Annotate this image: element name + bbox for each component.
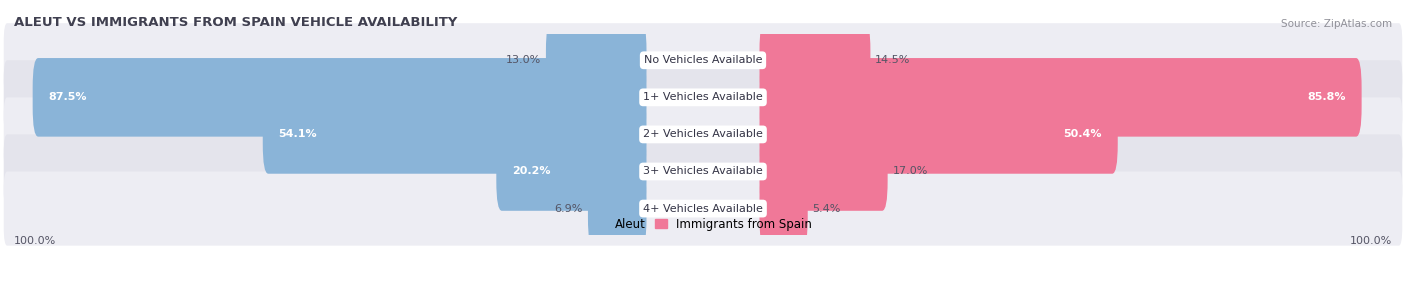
- Text: 1+ Vehicles Available: 1+ Vehicles Available: [643, 92, 763, 102]
- Text: 14.5%: 14.5%: [875, 55, 911, 65]
- FancyBboxPatch shape: [759, 132, 887, 211]
- Text: 17.0%: 17.0%: [893, 166, 928, 176]
- Text: 50.4%: 50.4%: [1063, 130, 1102, 139]
- FancyBboxPatch shape: [759, 21, 870, 100]
- FancyBboxPatch shape: [4, 23, 1402, 97]
- Text: Source: ZipAtlas.com: Source: ZipAtlas.com: [1281, 19, 1392, 29]
- FancyBboxPatch shape: [759, 169, 807, 248]
- Text: 2+ Vehicles Available: 2+ Vehicles Available: [643, 130, 763, 139]
- FancyBboxPatch shape: [4, 97, 1402, 172]
- Text: 6.9%: 6.9%: [555, 204, 583, 214]
- FancyBboxPatch shape: [759, 95, 1118, 174]
- FancyBboxPatch shape: [759, 58, 1361, 137]
- FancyBboxPatch shape: [496, 132, 647, 211]
- Text: 13.0%: 13.0%: [506, 55, 541, 65]
- Text: 87.5%: 87.5%: [48, 92, 87, 102]
- Text: 100.0%: 100.0%: [1350, 236, 1392, 246]
- FancyBboxPatch shape: [546, 21, 647, 100]
- Text: ALEUT VS IMMIGRANTS FROM SPAIN VEHICLE AVAILABILITY: ALEUT VS IMMIGRANTS FROM SPAIN VEHICLE A…: [14, 16, 457, 29]
- Text: No Vehicles Available: No Vehicles Available: [644, 55, 762, 65]
- Text: 100.0%: 100.0%: [14, 236, 56, 246]
- Text: 3+ Vehicles Available: 3+ Vehicles Available: [643, 166, 763, 176]
- Text: 4+ Vehicles Available: 4+ Vehicles Available: [643, 204, 763, 214]
- FancyBboxPatch shape: [4, 172, 1402, 246]
- FancyBboxPatch shape: [4, 134, 1402, 208]
- Legend: Aleut, Immigrants from Spain: Aleut, Immigrants from Spain: [593, 218, 813, 231]
- Text: 5.4%: 5.4%: [813, 204, 841, 214]
- FancyBboxPatch shape: [32, 58, 647, 137]
- Text: 20.2%: 20.2%: [512, 166, 551, 176]
- FancyBboxPatch shape: [588, 169, 647, 248]
- FancyBboxPatch shape: [263, 95, 647, 174]
- Text: 54.1%: 54.1%: [278, 130, 318, 139]
- Text: 85.8%: 85.8%: [1308, 92, 1346, 102]
- FancyBboxPatch shape: [4, 60, 1402, 134]
